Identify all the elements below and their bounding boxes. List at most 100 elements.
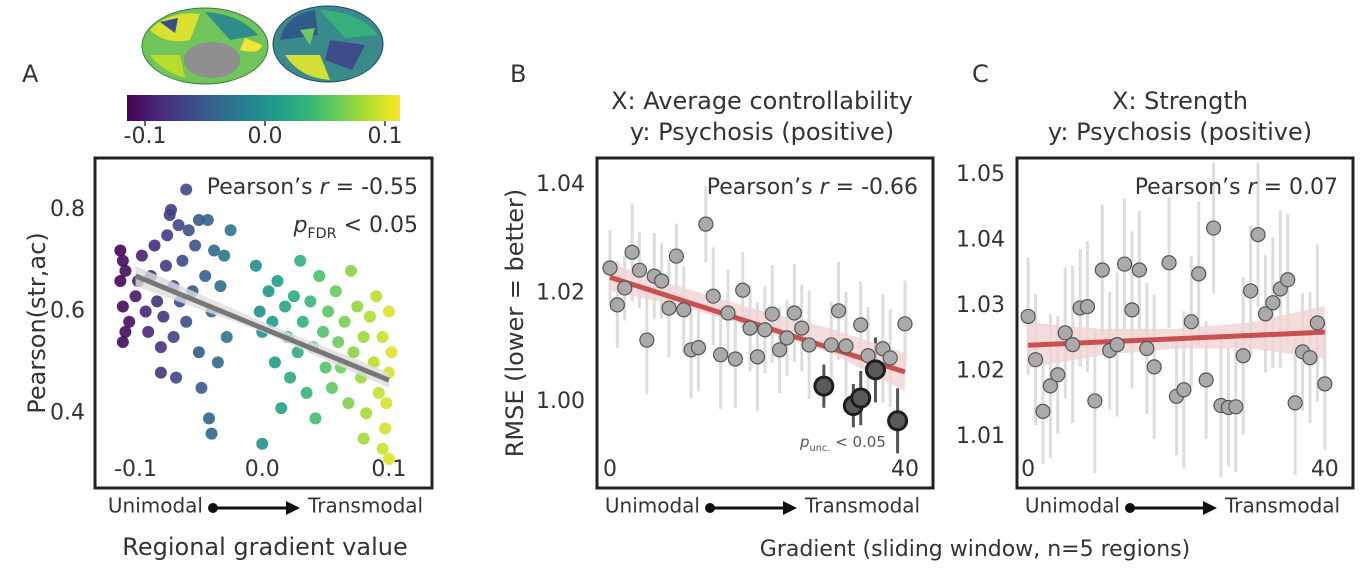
data-point — [370, 290, 382, 302]
data-point — [313, 270, 325, 282]
data-point — [1244, 284, 1258, 298]
p-rest: < 0.05 — [337, 213, 418, 238]
data-point — [288, 290, 300, 302]
axis-end-left: Unimodal — [605, 494, 700, 518]
data-point — [1199, 373, 1213, 387]
data-point — [130, 290, 142, 302]
data-point — [815, 377, 833, 395]
data-point — [119, 265, 131, 277]
p-symbol: p — [292, 213, 307, 238]
data-point — [358, 331, 370, 343]
axis-end-left: Unimodal — [1025, 494, 1120, 518]
stat-name: Pearson’s — [207, 175, 320, 200]
data-point — [317, 326, 329, 338]
data-point — [170, 372, 182, 384]
data-point — [632, 263, 646, 277]
data-point — [866, 361, 884, 379]
data-point — [149, 239, 161, 251]
data-point — [758, 323, 772, 337]
x-tick-label: 40 — [1311, 457, 1339, 482]
data-point — [212, 356, 224, 368]
data-point — [1266, 296, 1280, 310]
data-point — [824, 338, 838, 352]
p-symbol: p — [799, 433, 810, 451]
data-point — [1036, 404, 1050, 418]
data-point — [345, 265, 357, 277]
data-point — [625, 245, 639, 259]
data-point — [1029, 353, 1043, 367]
data-point — [142, 326, 154, 338]
data-point — [322, 306, 334, 318]
data-point — [117, 300, 129, 312]
data-point — [721, 306, 735, 320]
data-point — [1184, 315, 1198, 329]
y-tick-label: 1.01 — [956, 424, 1005, 449]
data-point — [294, 255, 306, 267]
data-point — [206, 428, 218, 440]
figure: A Pearson(str,ac) Regional gradient value U… — [0, 0, 1366, 568]
stat-value: = -0.66 — [829, 175, 918, 200]
data-point — [225, 224, 237, 236]
data-point — [1110, 338, 1124, 352]
data-point — [832, 304, 846, 318]
y-tick-label: 0.6 — [50, 299, 85, 324]
data-point — [269, 356, 281, 368]
colorbar — [127, 95, 400, 121]
x-tick-label: 0 — [603, 457, 617, 482]
data-point — [263, 285, 275, 297]
data-point — [1118, 257, 1132, 271]
data-point — [706, 289, 720, 303]
axis-end-left: Unimodal — [108, 494, 203, 518]
chart-title: X: Average controllability — [611, 87, 913, 115]
data-point — [610, 298, 624, 312]
data-point — [802, 338, 816, 352]
brain-left — [142, 8, 268, 84]
data-point — [379, 423, 391, 435]
y-tick-label: 1.04 — [956, 228, 1005, 253]
data-point — [618, 281, 632, 295]
data-point — [157, 311, 169, 323]
data-point — [117, 255, 129, 267]
panel-label: A — [22, 60, 39, 88]
x-tick-label: 0 — [1021, 457, 1035, 482]
y-axis-label: Pearson(str,ac) — [23, 232, 51, 413]
data-point — [669, 249, 683, 263]
data-point — [787, 306, 801, 320]
data-point — [898, 317, 912, 331]
data-point — [677, 303, 691, 317]
p-subscript: unc. — [810, 443, 831, 454]
data-point — [221, 331, 233, 343]
data-point — [780, 331, 794, 345]
data-point — [1192, 267, 1206, 281]
data-point — [1051, 368, 1065, 382]
data-point — [1303, 351, 1317, 365]
x-tick-label: 40 — [891, 457, 919, 482]
data-point — [1251, 228, 1265, 242]
data-point — [640, 333, 654, 347]
data-point — [140, 306, 152, 318]
data-point — [377, 331, 389, 343]
data-point — [117, 336, 129, 348]
data-point — [284, 372, 296, 384]
data-point — [203, 412, 215, 424]
data-point — [256, 438, 268, 450]
chart-title: y: Psychosis (positive) — [1048, 118, 1312, 146]
panel-label: C — [972, 60, 989, 88]
data-point — [728, 352, 742, 366]
data-point — [373, 387, 385, 399]
data-point — [1162, 256, 1176, 270]
data-point — [176, 255, 188, 267]
data-point — [114, 275, 126, 287]
panel-label: B — [510, 60, 526, 88]
arrow-head — [783, 501, 797, 515]
data-point — [161, 229, 173, 241]
data-point — [1236, 349, 1250, 363]
data-point — [603, 261, 617, 275]
x-axis-label: Regional gradient value — [122, 533, 407, 561]
data-point — [199, 270, 211, 282]
data-point — [765, 307, 779, 321]
axis-end-right: Transmodal — [307, 494, 423, 518]
data-point — [662, 301, 676, 315]
stat-annotation: Pearson’s r = 0.07 — [1135, 175, 1338, 200]
chart-title: y: Psychosis (positive) — [630, 118, 894, 146]
